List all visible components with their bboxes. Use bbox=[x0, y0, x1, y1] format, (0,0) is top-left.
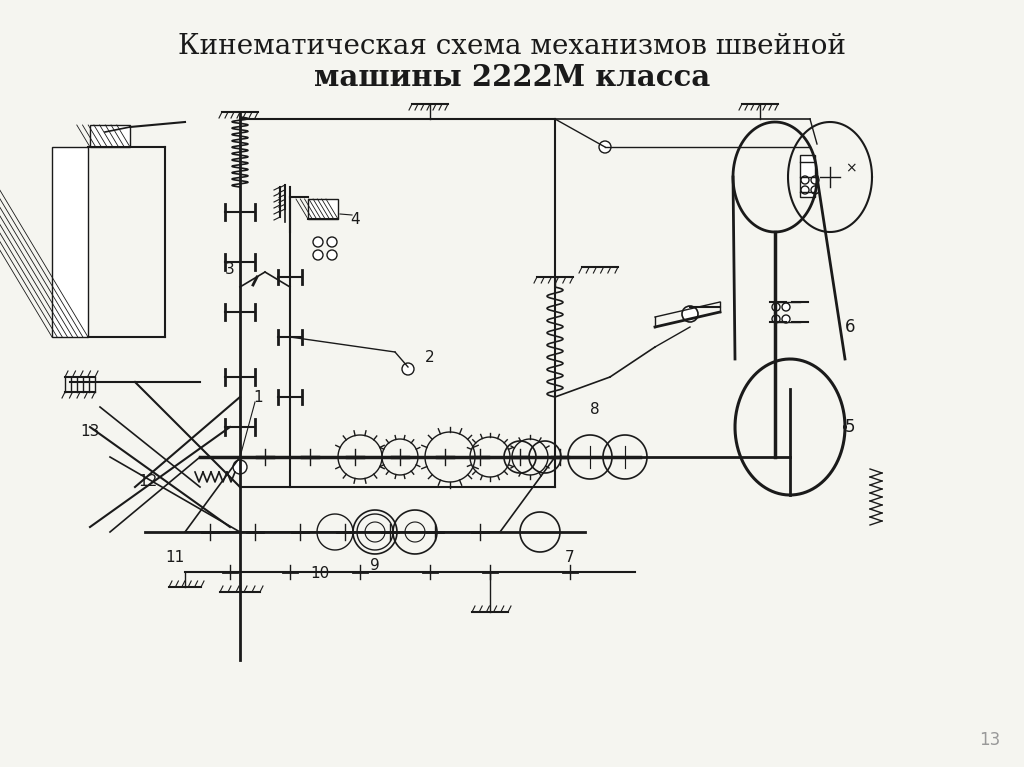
Text: 3: 3 bbox=[225, 262, 234, 278]
Circle shape bbox=[772, 303, 780, 311]
Circle shape bbox=[402, 363, 414, 375]
Circle shape bbox=[772, 315, 780, 323]
Circle shape bbox=[801, 186, 809, 194]
Text: Кинематическая схема механизмов швейной: Кинематическая схема механизмов швейной bbox=[178, 34, 846, 61]
Text: 4: 4 bbox=[350, 212, 359, 226]
Circle shape bbox=[682, 306, 698, 322]
Circle shape bbox=[327, 237, 337, 247]
Text: 7: 7 bbox=[565, 549, 574, 565]
Bar bbox=[52, 147, 88, 337]
Bar bbox=[90, 125, 130, 147]
Text: 2: 2 bbox=[425, 350, 435, 364]
Circle shape bbox=[801, 176, 809, 184]
Text: 13: 13 bbox=[80, 424, 99, 439]
Circle shape bbox=[782, 303, 790, 311]
Text: 8: 8 bbox=[590, 401, 600, 416]
Circle shape bbox=[782, 315, 790, 323]
Circle shape bbox=[233, 460, 247, 474]
Circle shape bbox=[313, 250, 323, 260]
Bar bbox=[308, 199, 338, 219]
Text: 5: 5 bbox=[845, 418, 855, 436]
Circle shape bbox=[811, 176, 819, 184]
Text: ×: × bbox=[845, 161, 857, 175]
Text: 12: 12 bbox=[138, 475, 158, 489]
Text: 11: 11 bbox=[165, 549, 184, 565]
Text: 6: 6 bbox=[845, 318, 855, 336]
Text: машины 2222М класса: машины 2222М класса bbox=[314, 62, 710, 91]
Circle shape bbox=[327, 250, 337, 260]
Text: 1: 1 bbox=[253, 390, 263, 404]
Bar bbox=[800, 155, 815, 197]
Circle shape bbox=[313, 237, 323, 247]
Text: 9: 9 bbox=[370, 558, 380, 572]
Circle shape bbox=[599, 141, 611, 153]
Text: 13: 13 bbox=[979, 731, 1000, 749]
Text: 10: 10 bbox=[310, 565, 330, 581]
Circle shape bbox=[811, 186, 819, 194]
